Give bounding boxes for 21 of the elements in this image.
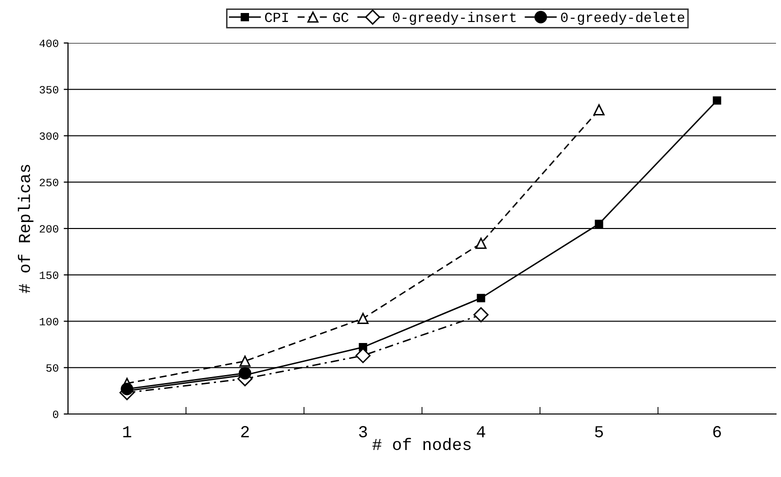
y-tick-label: 300: [40, 132, 58, 140]
x-tick-label: 6: [713, 426, 721, 438]
y-tick-label: 50: [46, 364, 58, 372]
legend-label: CPI: [265, 12, 288, 22]
x-tick-label: 1: [123, 426, 132, 438]
x-tick-label: 2: [241, 426, 249, 438]
y-axis-title: # of Replicas: [18, 164, 34, 294]
y-tick-label: 100: [40, 318, 58, 326]
x-tick-label: 3: [359, 426, 367, 438]
y-tick-label: 0: [52, 410, 58, 418]
legend-label: 0-greedy-insert: [392, 12, 516, 25]
legend-label: GC: [333, 12, 348, 22]
x-axis-title: # of nodes: [372, 438, 471, 450]
legend-label: 0-greedy-delete: [561, 12, 684, 25]
y-tick-label: 350: [40, 86, 58, 94]
x-tick-label: 5: [595, 426, 603, 438]
x-tick-label: 4: [476, 426, 486, 438]
y-tick-label: 200: [40, 225, 58, 233]
y-tick-label: 250: [40, 178, 58, 186]
y-tick-label: 400: [40, 40, 58, 48]
y-tick-label: 150: [40, 271, 58, 280]
